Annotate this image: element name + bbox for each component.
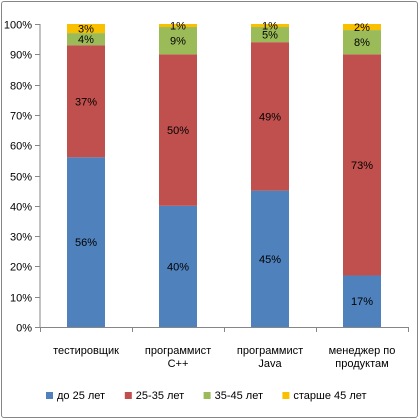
data-label: 49% [259, 111, 281, 123]
bar-segment [159, 27, 197, 55]
data-label: 37% [75, 96, 97, 108]
x-category-label: программист [237, 345, 303, 357]
y-tick-label: 0% [16, 323, 32, 335]
y-tick-label: 40% [10, 202, 32, 214]
y-tick-label: 20% [10, 262, 32, 274]
legend: до 25 лет 25-35 лет 35-45 лет старше 45 лет [46, 390, 367, 402]
y-tick-label: 60% [10, 141, 32, 153]
bar-segment [159, 54, 197, 206]
data-label: 2% [354, 22, 370, 34]
legend-swatch [46, 392, 53, 399]
data-labels: 56%37%4%3%40%50%9%1%45%49%5%1%17%73%8%2% [75, 21, 373, 309]
data-label: 9% [170, 36, 186, 48]
data-label: 45% [259, 254, 281, 266]
data-label: 4% [78, 34, 94, 46]
data-label: 3% [78, 24, 94, 36]
legend-label: 35-45 лет [215, 390, 263, 402]
bar-segment [67, 33, 105, 46]
y-tick-label: 90% [10, 50, 32, 62]
x-category-label: тестировщик [53, 345, 119, 357]
legend-label: 25-35 лет [136, 390, 184, 402]
x-category-label: продуктам [335, 358, 388, 370]
data-label: 1% [170, 21, 186, 33]
bar-segment [159, 205, 197, 327]
bar-segment [343, 30, 381, 55]
y-tick-label: 80% [10, 81, 32, 93]
bar-segment [343, 54, 381, 276]
bar-segment [67, 45, 105, 158]
bars [67, 24, 381, 327]
bar-segment [343, 24, 381, 31]
bar-segment [159, 24, 197, 28]
legend-swatch [203, 392, 211, 399]
data-label: 1% [262, 21, 278, 33]
data-label: 8% [354, 37, 370, 49]
y-tick-label: 10% [10, 293, 32, 305]
data-label: 73% [351, 160, 373, 172]
x-category-label: менеджер по [329, 345, 396, 357]
data-label: 17% [351, 296, 373, 308]
bar-segment [251, 190, 289, 327]
data-label: 5% [262, 30, 278, 42]
bar-segment [343, 275, 381, 327]
data-label: 56% [75, 237, 97, 249]
bar-segment [251, 42, 289, 191]
y-tick-label: 100% [4, 20, 32, 32]
y-tick-label: 30% [10, 232, 32, 244]
x-category-label: программист [145, 345, 211, 357]
data-label: 50% [167, 125, 189, 137]
x-category-label: C++ [168, 358, 189, 370]
bar-segment [251, 24, 289, 28]
y-tick-label: 50% [10, 172, 32, 184]
x-category-label: Java [258, 358, 282, 370]
legend-swatch [124, 392, 132, 399]
axes: 0% 10% 20% 30% 40% 50% 60% 70% 80% 90% 100% тестиро… [4, 20, 409, 370]
legend-swatch [282, 392, 290, 399]
data-label: 40% [167, 261, 189, 273]
legend-label: старше 45 лет [293, 390, 366, 402]
bar-segment [67, 24, 105, 34]
bar-segment [67, 157, 105, 327]
legend-label: до 25 лет [57, 390, 105, 402]
y-tick-label: 70% [10, 111, 32, 123]
bar-segment [251, 27, 289, 43]
